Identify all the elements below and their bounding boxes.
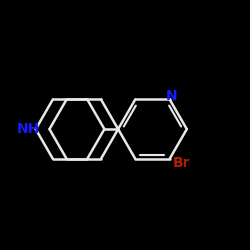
Text: Br: Br <box>173 156 191 170</box>
Text: N: N <box>166 89 178 103</box>
Text: NH: NH <box>16 122 40 136</box>
